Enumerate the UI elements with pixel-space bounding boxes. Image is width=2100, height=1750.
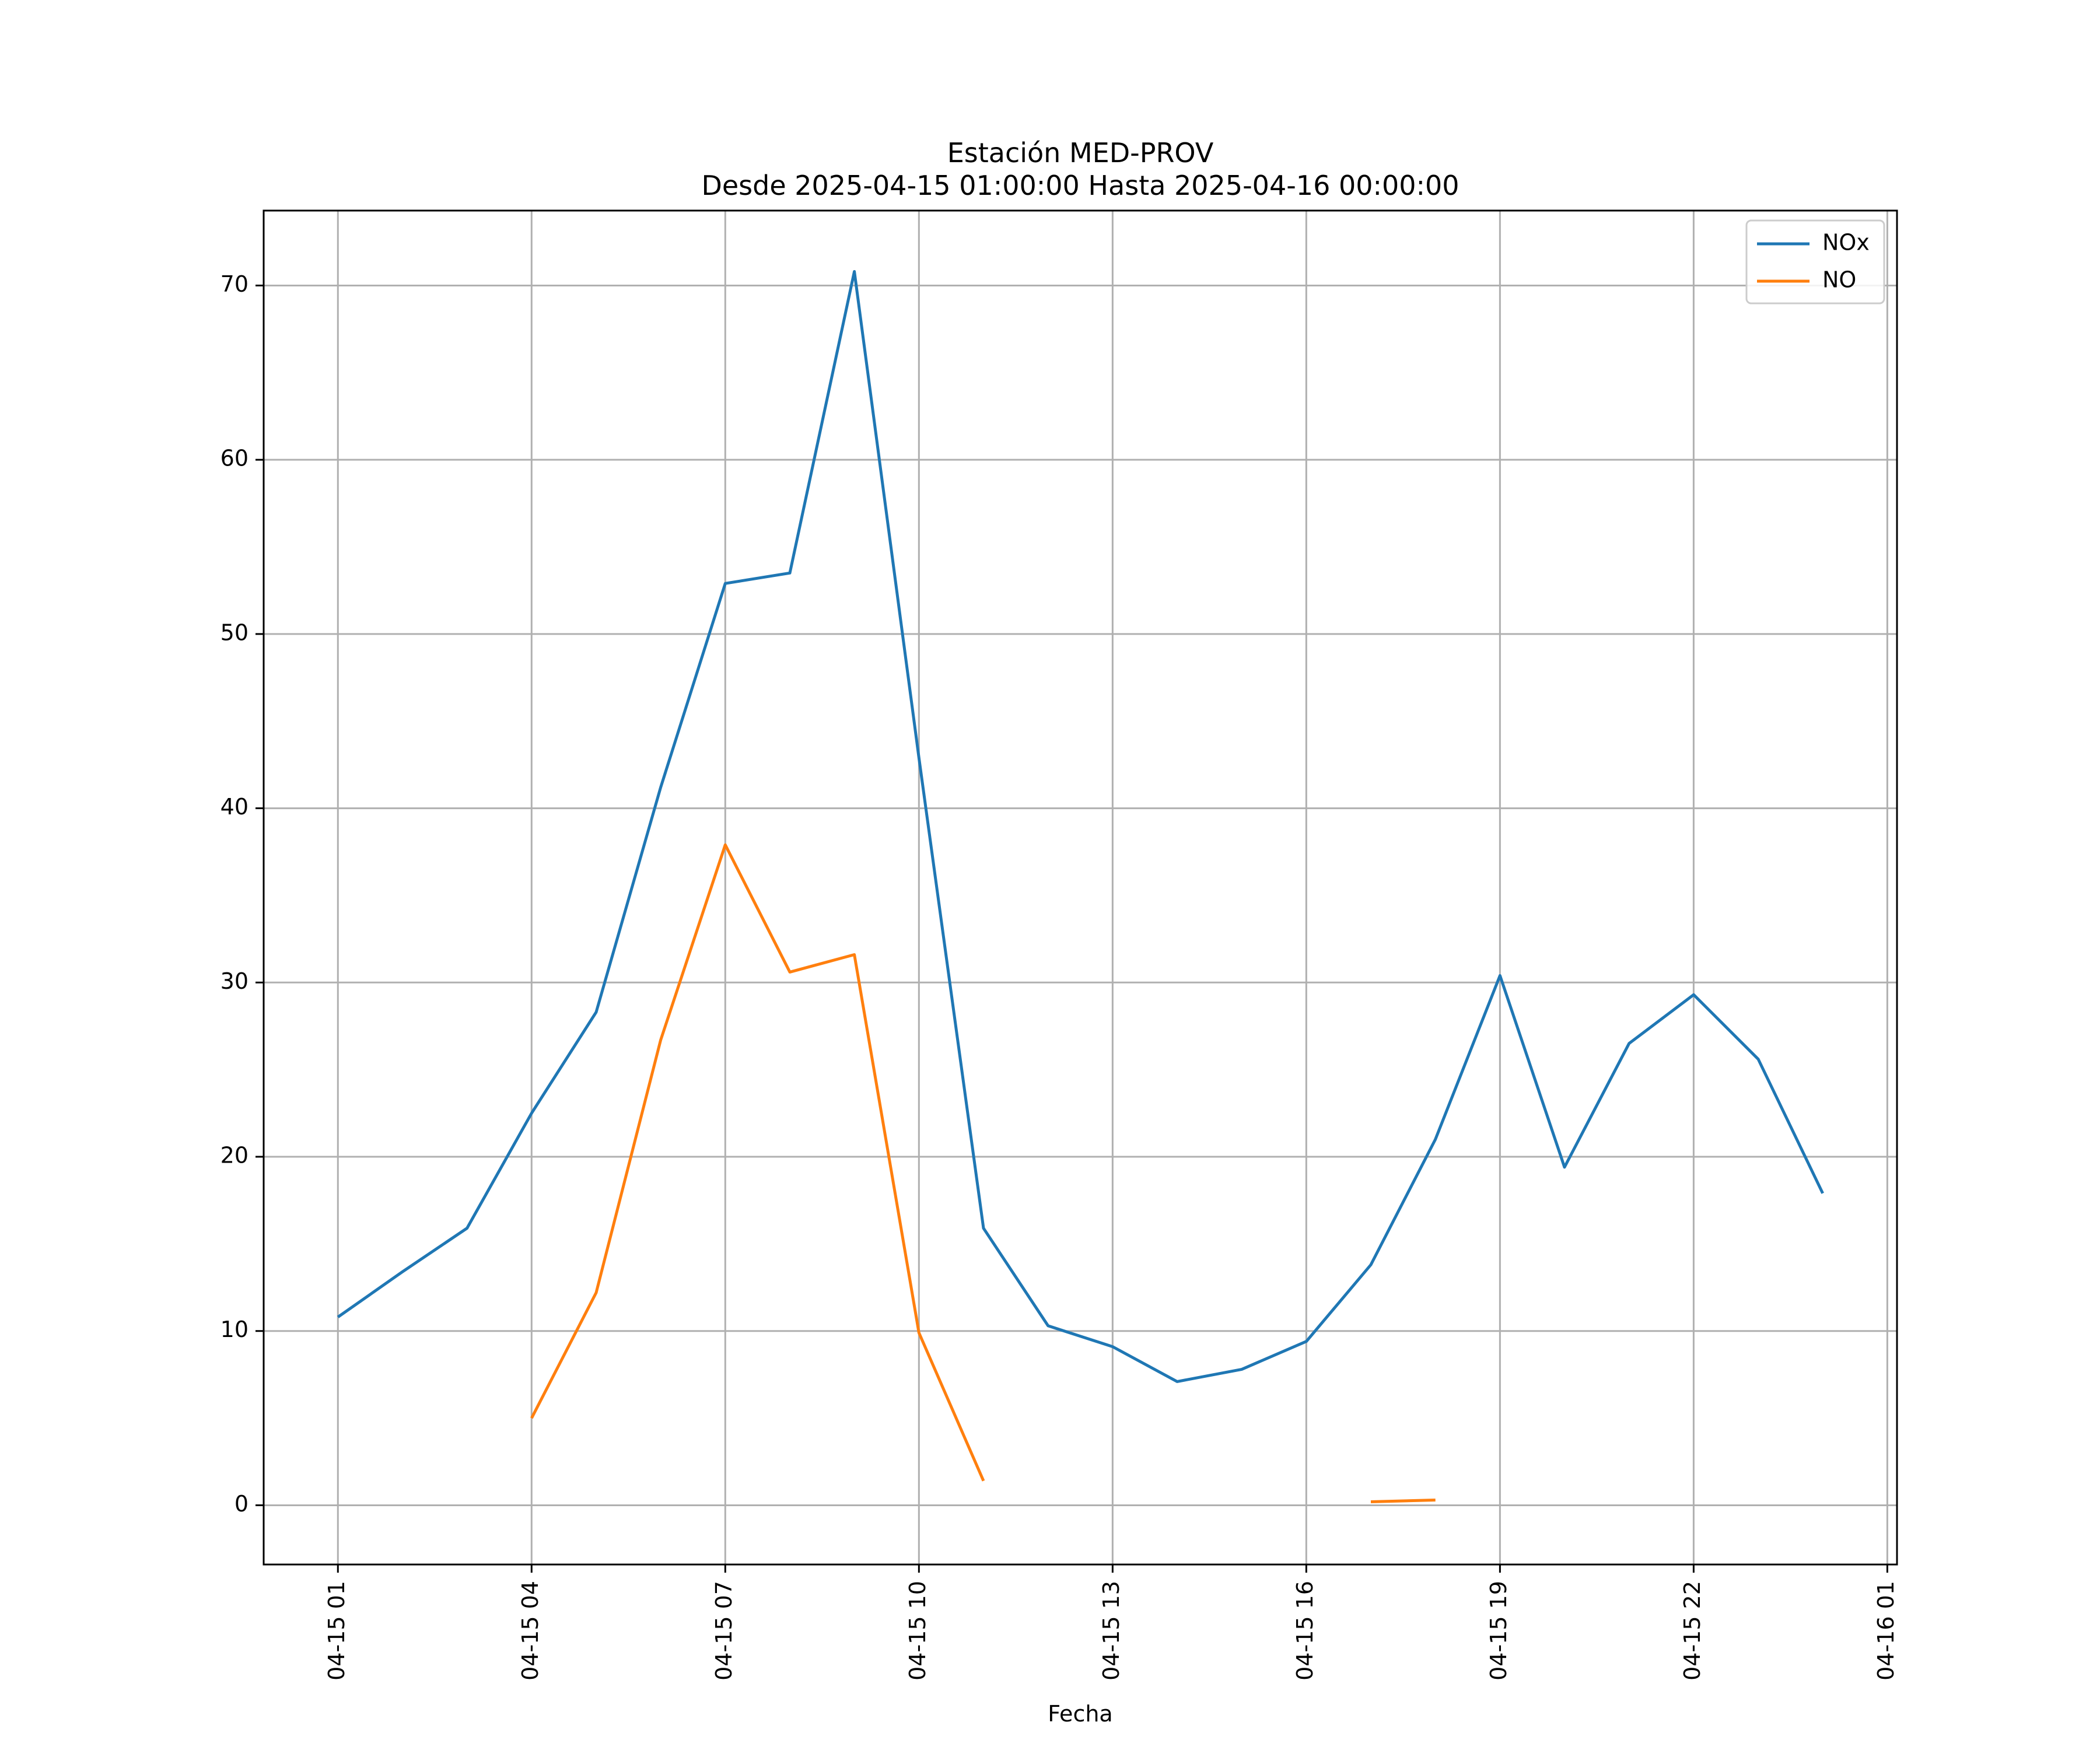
y-tick-label: 0 xyxy=(235,1491,249,1517)
x-tick-label: 04-15 19 xyxy=(1486,1581,1511,1681)
y-tick-label: 60 xyxy=(220,446,249,471)
y-tick-label: 50 xyxy=(220,620,249,645)
legend-label-no: NO xyxy=(1822,267,1856,293)
x-tick-label: 04-15 13 xyxy=(1098,1581,1124,1681)
x-tick-label: 04-15 01 xyxy=(324,1581,349,1681)
chart-title: Estación MED-PROV xyxy=(947,137,1214,169)
series-lines xyxy=(337,270,1824,1503)
x-tick-label: 04-15 10 xyxy=(905,1581,930,1681)
legend-label-nox: NOx xyxy=(1822,230,1870,256)
series-line-no xyxy=(530,843,1436,1503)
x-tick-label: 04-15 22 xyxy=(1679,1581,1705,1681)
y-tick-label: 40 xyxy=(220,794,249,820)
plot-frame xyxy=(262,209,1898,1566)
x-tick-label: 04-15 07 xyxy=(711,1581,737,1681)
y-tick-label: 20 xyxy=(220,1143,249,1168)
x-tick-label: 04-15 16 xyxy=(1292,1581,1318,1681)
y-tick-label: 70 xyxy=(220,271,249,297)
x-tick-label: 04-15 04 xyxy=(517,1581,543,1681)
y-tick-label: 30 xyxy=(220,968,249,994)
y-axis-ticks: 0 10 20 30 40 50 60 70 xyxy=(220,271,264,1517)
gridlines xyxy=(264,211,1897,1564)
x-axis-label: Fecha xyxy=(1048,1701,1112,1727)
y-tick-label: 10 xyxy=(220,1317,249,1342)
x-axis-ticks: 04-15 01 04-15 04 04-15 07 04-15 10 04-15 13… xyxy=(324,1564,1899,1681)
series-line-nox xyxy=(337,270,1824,1383)
x-tick-label: 04-16 01 xyxy=(1873,1581,1899,1681)
legend: NOx NO xyxy=(1745,219,1885,304)
chart-subtitle: Desde 2025-04-15 01:00:00 Hasta 2025-04-… xyxy=(701,170,1459,201)
